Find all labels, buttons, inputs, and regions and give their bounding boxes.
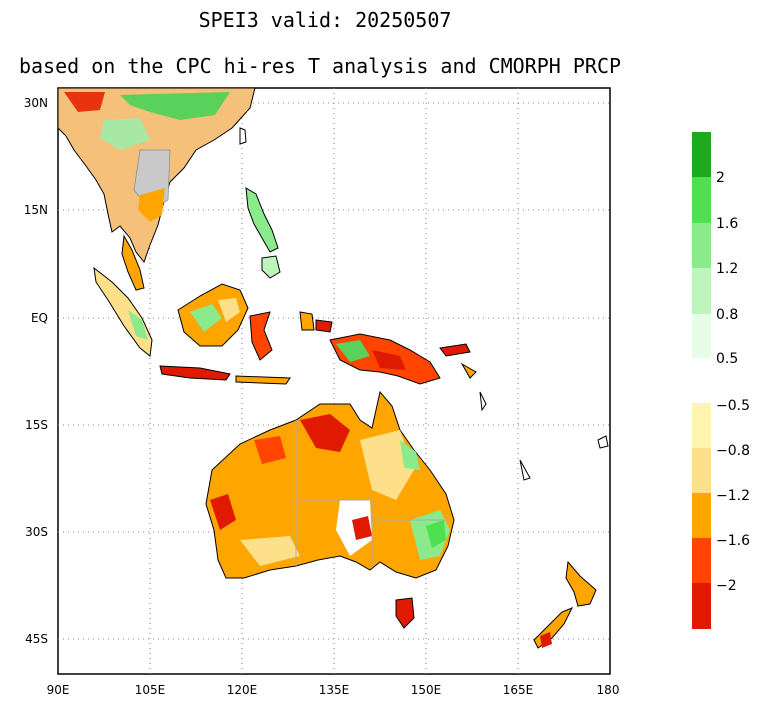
- land-areas: [58, 88, 609, 649]
- colorbar-label: 1.2: [716, 261, 738, 277]
- lat-label: 15S: [25, 418, 48, 432]
- colorbar-swatch: [692, 268, 711, 314]
- colorbar-label: 1.6: [716, 216, 738, 232]
- lat-label: 30N: [24, 96, 48, 110]
- colorbar-swatch: [692, 493, 711, 538]
- lon-label: 150E: [411, 683, 442, 697]
- colorbar-label: 0.5: [716, 351, 738, 367]
- lon-label: 120E: [227, 683, 258, 697]
- colorbar-wet: 2 1.6 1.2 0.8 0.5: [692, 132, 738, 367]
- philippines: [245, 187, 279, 253]
- lon-label: 165E: [503, 683, 534, 697]
- lat-label: 30S: [25, 525, 48, 539]
- colorbar-swatch: [692, 583, 711, 629]
- lat-label: EQ: [31, 311, 48, 325]
- lon-label: 180: [597, 683, 620, 697]
- colorbar-dry: −0.5 −0.8 −1.2 −1.6 −2: [692, 398, 750, 629]
- lat-label: 45S: [25, 632, 48, 646]
- new-zealand-north: [565, 560, 597, 607]
- colorbar-label: −1.6: [716, 533, 750, 549]
- java: [159, 365, 231, 381]
- lon-axis: 90E 105E 120E 135E 150E 165E 180: [47, 683, 620, 697]
- tasmania: [395, 597, 415, 629]
- lat-label: 15N: [24, 203, 48, 217]
- colorbar-swatch: [692, 448, 711, 493]
- lon-label: 90E: [47, 683, 70, 697]
- colorbar-label: 2: [716, 170, 725, 186]
- lon-label: 105E: [135, 683, 166, 697]
- taiwan: [239, 127, 247, 145]
- colorbar-label: −1.2: [716, 488, 750, 504]
- colorbar-swatch: [692, 314, 711, 358]
- colorbar-swatch: [692, 403, 711, 448]
- sulawesi: [249, 311, 273, 361]
- colorbar-label: −0.5: [716, 398, 750, 414]
- lon-label: 135E: [319, 683, 350, 697]
- lat-axis: 30N 15N EQ 15S 30S 45S: [24, 96, 48, 646]
- colorbar-swatch: [692, 132, 711, 177]
- colorbar-label: 0.8: [716, 307, 738, 323]
- colorbar-swatch: [692, 223, 711, 268]
- colorbar-swatch: [692, 177, 711, 223]
- colorbar-swatch: [692, 538, 711, 583]
- colorbar-label: −2: [716, 578, 737, 594]
- map-title: SPEI3 valid: 20250507: [198, 8, 452, 32]
- colorbar-label: −0.8: [716, 443, 750, 459]
- map-subtitle: based on the CPC hi-res T analysis and C…: [18, 54, 622, 78]
